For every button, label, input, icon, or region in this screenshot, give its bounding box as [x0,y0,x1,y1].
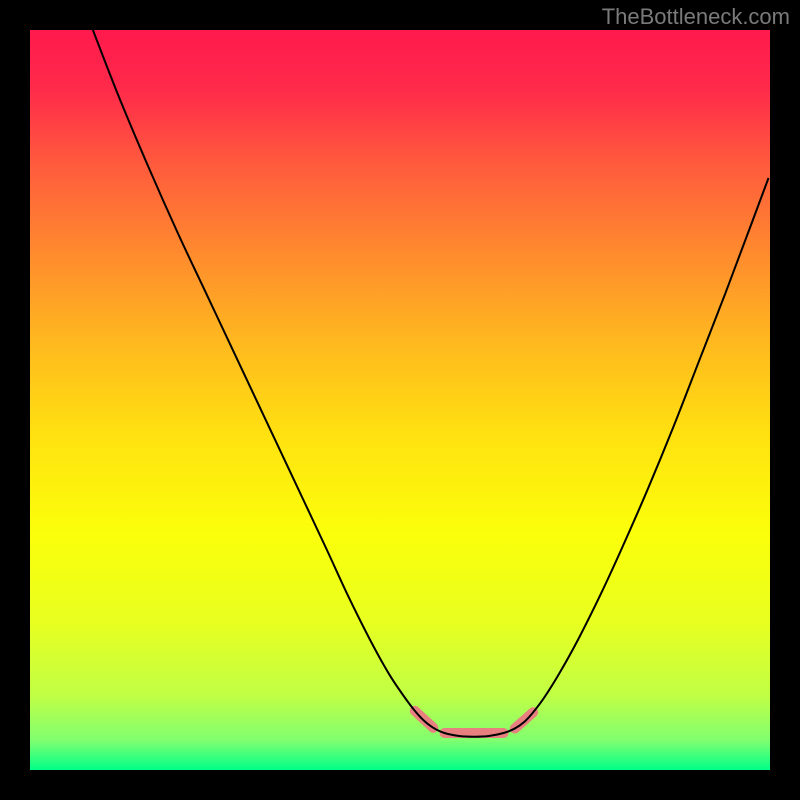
bottleneck-chart [30,30,770,770]
chart-gradient-bg [30,30,770,770]
watermark-text: TheBottleneck.com [602,4,790,30]
